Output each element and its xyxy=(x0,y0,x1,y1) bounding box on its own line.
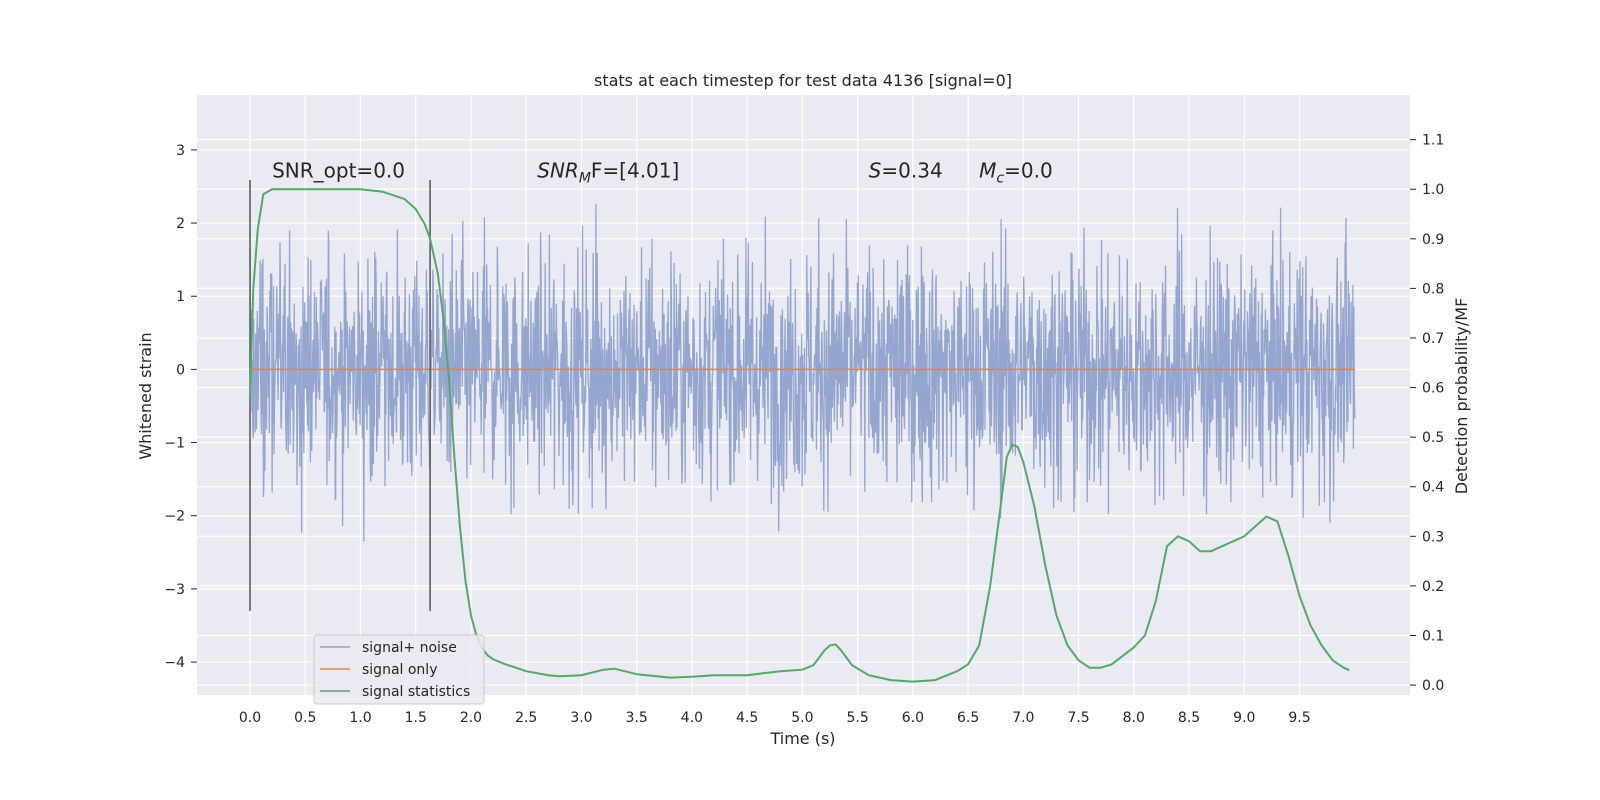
y-tick-label: −3 xyxy=(164,582,185,598)
y2-tick-label: 0.5 xyxy=(1422,430,1444,446)
x-tick-label: 2.5 xyxy=(515,710,537,726)
x-axis-ticks: 0.0 0.5 1.0 1.5 2.0 2.5 3.0 3.5 4.0 4.5 5.0 5.5 6.0 6… xyxy=(239,710,1311,726)
y-tick-label: 3 xyxy=(176,143,185,159)
x-tick-label: 4.0 xyxy=(681,710,703,726)
y2-tick-label: 0.7 xyxy=(1422,331,1444,347)
y2-axis-ticks: 1.1 1.0 0.9 0.8 0.7 0.6 0.5 0.4 0.3 0.2 0.1 0.0 xyxy=(1410,133,1444,694)
y2-tick-label: 0.1 xyxy=(1422,628,1444,644)
x-tick-label: 6.0 xyxy=(902,710,924,726)
x-tick-label: 0.5 xyxy=(294,710,316,726)
x-axis-title: Time (s) xyxy=(769,729,835,748)
noise-trace-group xyxy=(249,203,1356,542)
y2-tick-label: 0.0 xyxy=(1422,678,1444,694)
y-tick-label: −4 xyxy=(164,655,185,671)
x-tick-label: 8.5 xyxy=(1178,710,1200,726)
y-axis-title: Whitened strain xyxy=(136,332,155,459)
y-axis-ticks: 3 2 1 0 −1 −2 −3 −4 xyxy=(164,143,197,671)
y-tick-label: 2 xyxy=(176,216,185,232)
annotations: SNR_opt=0.0 SNRMF=[4.01] S=0.34 Mc=0.0 xyxy=(272,158,1053,186)
y-tick-label: −1 xyxy=(164,436,185,452)
x-tick-label: 1.0 xyxy=(349,710,371,726)
y2-tick-label: 0.4 xyxy=(1422,480,1444,496)
x-tick-label: 9.5 xyxy=(1288,710,1310,726)
annotation-3: Mc=0.0 xyxy=(979,158,1053,186)
x-tick-label: 3.5 xyxy=(626,710,648,726)
legend-box xyxy=(313,634,485,705)
legend-label-statistics: signal statistics xyxy=(362,684,470,700)
x-tick-label: 4.5 xyxy=(736,710,758,726)
y-tick-label: 0 xyxy=(176,362,185,378)
y2-tick-label: 0.2 xyxy=(1422,579,1444,595)
chart-title: stats at each timestep for test data 413… xyxy=(594,71,1012,90)
y2-tick-label: 0.3 xyxy=(1422,529,1444,545)
legend-label-signal: signal only xyxy=(362,662,437,678)
y-tick-label: 1 xyxy=(176,289,185,305)
series-noise-line xyxy=(249,203,1356,542)
x-tick-label: 2.0 xyxy=(460,710,482,726)
series-statistics-line xyxy=(249,188,1350,683)
annotation-1: SNRMF=[4.01] xyxy=(537,158,679,186)
x-tick-label: 6.5 xyxy=(957,710,979,726)
x-tick-label: 9.0 xyxy=(1233,710,1255,726)
y2-tick-label: 0.9 xyxy=(1422,232,1444,248)
data-lines xyxy=(249,180,1355,683)
y2-tick-label: 0.8 xyxy=(1422,281,1444,297)
annotation-2: S=0.34 xyxy=(869,158,943,182)
x-tick-label: 5.0 xyxy=(791,710,813,726)
x-tick-label: 8.0 xyxy=(1123,710,1145,726)
annotation-0: SNR_opt=0.0 xyxy=(272,158,405,182)
y2-tick-label: 1.1 xyxy=(1422,133,1444,149)
x-tick-label: 3.0 xyxy=(570,710,592,726)
x-tick-label: 0.0 xyxy=(239,710,261,726)
x-tick-label: 5.5 xyxy=(846,710,868,726)
legend: signal+ noise signal only signal statist… xyxy=(313,634,485,705)
y2-axis-title: Detection probability/MF xyxy=(1452,298,1471,495)
x-tick-label: 7.5 xyxy=(1067,710,1089,726)
y-tick-label: −2 xyxy=(164,509,185,525)
y2-tick-label: 1.0 xyxy=(1422,182,1444,198)
x-tick-label: 1.5 xyxy=(405,710,427,726)
x-tick-label: 7.0 xyxy=(1012,710,1034,726)
y2-tick-label: 0.6 xyxy=(1422,381,1444,397)
legend-label-noise: signal+ noise xyxy=(362,640,457,656)
